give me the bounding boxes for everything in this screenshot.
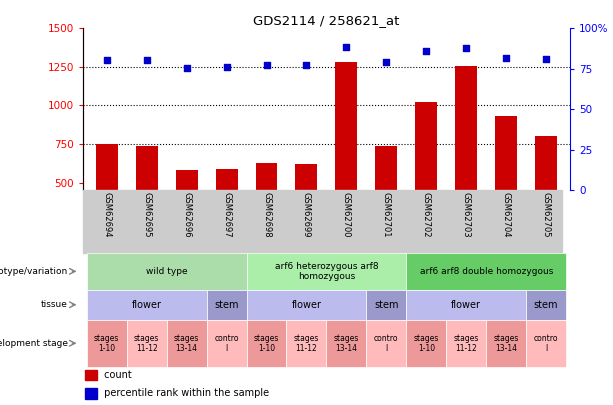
Text: GSM62703: GSM62703 [462, 192, 471, 238]
Bar [207, 290, 246, 320]
Text: flower: flower [132, 300, 162, 310]
Point [102, 57, 112, 63]
Bar [127, 320, 167, 367]
Text: contro
l: contro l [374, 334, 398, 353]
Text: tissue: tissue [41, 300, 68, 309]
Point [462, 45, 471, 51]
Bar [246, 320, 286, 367]
Bar [415, 102, 437, 190]
Point [381, 58, 391, 65]
Bar [87, 320, 127, 367]
Bar [367, 320, 406, 367]
Text: stem: stem [215, 300, 239, 310]
Text: stages
1-10: stages 1-10 [254, 334, 279, 353]
Bar [256, 162, 278, 190]
Bar [87, 253, 246, 290]
Text: GSM62702: GSM62702 [422, 192, 431, 238]
Bar [176, 170, 197, 190]
Text: GSM62701: GSM62701 [382, 192, 391, 238]
Bar [406, 320, 446, 367]
Text: contro
l: contro l [534, 334, 558, 353]
Point [341, 44, 351, 50]
Text: genotype/variation: genotype/variation [0, 267, 68, 276]
Text: count: count [101, 370, 132, 380]
Text: GSM62698: GSM62698 [262, 192, 271, 238]
Bar [96, 144, 118, 190]
Text: flower: flower [451, 300, 481, 310]
Bar [486, 320, 526, 367]
Bar [446, 320, 486, 367]
Title: GDS2114 / 258621_at: GDS2114 / 258621_at [253, 14, 400, 27]
Text: contro
l: contro l [215, 334, 239, 353]
Bar [87, 290, 207, 320]
Bar [85, 388, 97, 399]
Text: GSM62696: GSM62696 [182, 192, 191, 238]
Bar [375, 146, 397, 190]
Bar [246, 253, 406, 290]
Text: stages
13-14: stages 13-14 [493, 334, 519, 353]
Bar [135, 146, 158, 190]
Text: stages
1-10: stages 1-10 [94, 334, 120, 353]
Text: GSM62699: GSM62699 [302, 192, 311, 238]
Text: stages
13-14: stages 13-14 [174, 334, 199, 353]
Bar [216, 169, 238, 190]
Bar [367, 290, 406, 320]
Text: GSM62694: GSM62694 [102, 192, 111, 238]
Text: development stage: development stage [0, 339, 68, 348]
Point [541, 56, 551, 62]
Point [302, 62, 311, 68]
Point [501, 54, 511, 61]
Text: GSM62705: GSM62705 [542, 192, 550, 238]
Bar [526, 290, 566, 320]
Text: stages
11-12: stages 11-12 [134, 334, 159, 353]
Bar [246, 290, 367, 320]
Point [142, 57, 151, 63]
Text: flower: flower [291, 300, 321, 310]
Text: stages
13-14: stages 13-14 [333, 334, 359, 353]
Bar [406, 290, 526, 320]
Point [181, 64, 191, 71]
Text: arf6 arf8 double homozygous: arf6 arf8 double homozygous [419, 267, 553, 276]
Bar [207, 320, 246, 367]
Bar [85, 370, 97, 380]
Text: arf6 heterozygous arf8
homozygous: arf6 heterozygous arf8 homozygous [275, 262, 378, 281]
Bar [335, 62, 357, 190]
Bar [455, 66, 477, 190]
Text: GSM62695: GSM62695 [142, 192, 151, 238]
Bar [295, 164, 318, 190]
Bar [327, 320, 367, 367]
Bar [167, 320, 207, 367]
Bar [406, 253, 566, 290]
Text: percentile rank within the sample: percentile rank within the sample [101, 388, 269, 399]
Bar [526, 320, 566, 367]
Point [421, 47, 431, 54]
Point [222, 64, 232, 70]
Text: wild type: wild type [146, 267, 188, 276]
Bar [286, 320, 326, 367]
Text: stages
11-12: stages 11-12 [454, 334, 479, 353]
Text: GSM62704: GSM62704 [501, 192, 511, 238]
Text: stem: stem [534, 300, 558, 310]
Bar [495, 116, 517, 190]
Text: GSM62697: GSM62697 [222, 192, 231, 238]
Text: stages
1-10: stages 1-10 [414, 334, 439, 353]
Text: stem: stem [374, 300, 398, 310]
Text: GSM62700: GSM62700 [342, 192, 351, 238]
Text: stages
11-12: stages 11-12 [294, 334, 319, 353]
Point [262, 62, 272, 68]
Bar [535, 136, 557, 190]
